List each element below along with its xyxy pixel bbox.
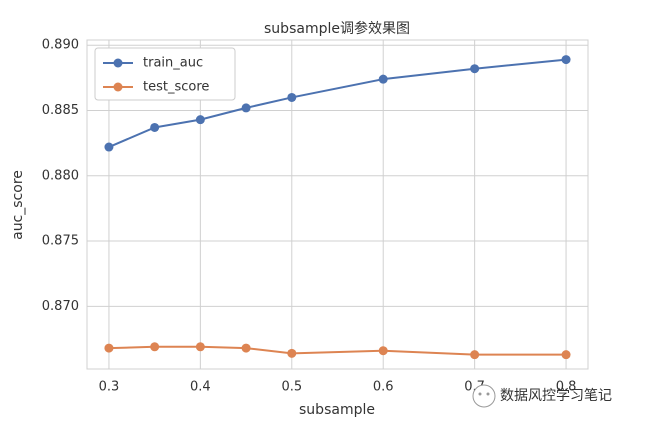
data-point [241,103,251,113]
y-tick-label: 0.885 [42,103,79,118]
y-tick-label: 0.890 [42,38,79,53]
data-point [561,55,571,65]
data-point [195,115,205,125]
x-tick-label: 0.6 [373,380,394,395]
y-tick-label: 0.875 [42,234,79,249]
legend-marker [113,82,123,92]
legend-marker [113,58,123,68]
series-line [108,345,567,356]
data-point [150,342,160,352]
data-point [104,343,114,353]
x-tick-label: 0.8 [556,380,577,395]
watermark-text: 数据风控学习笔记 [500,388,612,404]
watermark-icon [472,384,496,408]
data-point [150,122,160,132]
data-point [104,142,114,152]
x-axis-label: subsample [299,402,375,418]
series-line [108,58,567,148]
legend-label: train_auc [143,56,203,71]
y-tick-label: 0.870 [42,299,79,314]
data-point [378,74,388,84]
data-point [287,348,297,358]
data-point [561,350,571,360]
data-point [195,342,205,352]
x-tick-label: 0.3 [99,380,120,395]
data-point [378,346,388,356]
chart-title: subsample调参效果图 [264,20,410,37]
data-point [287,92,297,102]
y-tick-label: 0.880 [42,168,79,183]
x-tick-label: 0.4 [190,380,211,395]
y-axis-label: auc_score [10,170,26,240]
data-point [241,343,251,353]
data-point [470,350,480,360]
x-tick-label: 0.5 [281,380,302,395]
data-point [470,64,480,74]
legend-label: test_score [143,80,209,95]
